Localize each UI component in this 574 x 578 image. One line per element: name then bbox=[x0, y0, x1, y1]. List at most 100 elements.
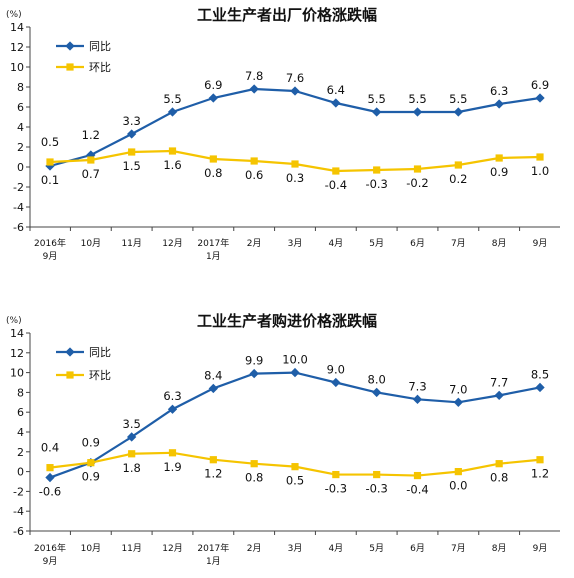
y-tick-label: -4 bbox=[13, 505, 24, 518]
y-tick-label: 4 bbox=[17, 121, 24, 134]
data-label-mom: 1.9 bbox=[163, 460, 181, 474]
legend-marker-mom bbox=[66, 371, 74, 379]
data-point-mom bbox=[332, 470, 340, 479]
data-point-mom bbox=[454, 468, 462, 476]
data-label-yoy: 9.0 bbox=[327, 363, 345, 377]
data-label-yoy: 8.5 bbox=[531, 367, 549, 381]
data-label-yoy: -0.6 bbox=[39, 485, 61, 499]
data-label-yoy: 7.3 bbox=[408, 379, 426, 393]
y-tick-label: 0 bbox=[17, 161, 24, 174]
data-label-yoy: 7.7 bbox=[490, 375, 508, 389]
data-point-mom bbox=[168, 147, 177, 155]
x-tick-label: 9月 bbox=[533, 543, 548, 554]
data-point-yoy bbox=[249, 84, 259, 94]
data-point-mom bbox=[332, 167, 340, 175]
data-label-yoy: 5.5 bbox=[163, 92, 181, 106]
x-tick-label: 8月 bbox=[492, 238, 507, 249]
y-axis-unit: (%) bbox=[6, 10, 22, 20]
data-point-mom bbox=[536, 153, 544, 161]
data-point-mom bbox=[209, 155, 217, 163]
data-point-mom bbox=[87, 156, 95, 164]
legend-label-yoy: 同比 bbox=[89, 40, 111, 53]
y-tick-label: 6 bbox=[17, 406, 24, 419]
data-label-mom: 1.8 bbox=[123, 461, 141, 475]
legend-label-yoy: 同比 bbox=[89, 346, 111, 359]
data-label-mom: -0.3 bbox=[365, 177, 387, 191]
data-label-yoy: 6.9 bbox=[204, 78, 222, 92]
data-label-mom: 0.8 bbox=[245, 471, 263, 485]
y-tick-label: 12 bbox=[10, 41, 24, 54]
y-tick-label: 14 bbox=[10, 21, 24, 34]
legend-marker-mom bbox=[66, 63, 74, 71]
data-label-mom: 0.5 bbox=[41, 135, 59, 149]
data-label-yoy: 7.0 bbox=[449, 382, 467, 396]
data-label-yoy: 6.9 bbox=[531, 78, 549, 92]
data-point-mom bbox=[373, 166, 381, 174]
data-point-yoy bbox=[331, 98, 341, 108]
data-point-mom bbox=[250, 460, 258, 468]
data-point-yoy bbox=[535, 93, 545, 103]
data-point-mom bbox=[87, 459, 95, 467]
data-point-yoy bbox=[453, 397, 464, 407]
data-label-mom: 0.4 bbox=[41, 441, 59, 455]
data-point-mom bbox=[536, 456, 544, 464]
data-point-mom bbox=[250, 157, 258, 165]
data-label-mom: 0.7 bbox=[82, 167, 100, 181]
data-label-mom: 0.0 bbox=[449, 479, 467, 493]
data-label-mom: 1.6 bbox=[163, 158, 181, 172]
x-tick-label: 7月 bbox=[451, 238, 466, 249]
x-tick-label: 5月 bbox=[369, 238, 384, 249]
x-tick-label: 12月 bbox=[162, 543, 182, 554]
x-tick-label: 2016年 9月 bbox=[34, 542, 66, 567]
y-tick-label: -2 bbox=[13, 181, 24, 194]
y-tick-label: 12 bbox=[10, 347, 24, 360]
data-label-mom: 0.2 bbox=[449, 172, 467, 186]
input-price-chart: 工业生产者购进价格涨跌幅 (%)14 12 10 8 6 4 2 0 -2 -4 -6 2016年 9月 1… bbox=[6, 312, 560, 567]
data-label-mom: 1.2 bbox=[531, 467, 549, 481]
data-label-yoy: 7.8 bbox=[245, 69, 263, 83]
data-label-yoy: 8.4 bbox=[204, 368, 222, 382]
y-tick-label: 6 bbox=[17, 101, 24, 114]
data-label-yoy: 1.2 bbox=[82, 128, 100, 142]
x-tick-label: 4月 bbox=[328, 238, 343, 249]
data-point-mom bbox=[495, 154, 503, 162]
data-point-mom bbox=[495, 460, 503, 468]
data-point-mom bbox=[291, 160, 299, 168]
data-point-yoy bbox=[453, 107, 464, 117]
x-tick-label: 2月 bbox=[247, 238, 262, 249]
data-point-yoy bbox=[371, 107, 382, 117]
data-point-yoy bbox=[412, 394, 423, 404]
x-tick-label: 2017年 1月 bbox=[197, 542, 229, 567]
legend-marker-yoy bbox=[65, 41, 75, 51]
data-point-yoy bbox=[412, 107, 423, 117]
data-label-mom: 0.8 bbox=[490, 471, 508, 485]
data-point-mom bbox=[209, 456, 217, 464]
data-label-mom: -0.2 bbox=[406, 176, 428, 190]
data-point-yoy bbox=[126, 432, 137, 442]
data-point-yoy bbox=[494, 390, 504, 401]
data-point-mom bbox=[291, 463, 299, 471]
data-label-mom: -0.4 bbox=[406, 483, 428, 497]
data-label-yoy: 0.1 bbox=[41, 173, 59, 187]
data-point-yoy bbox=[494, 99, 504, 109]
data-point-yoy bbox=[167, 107, 178, 117]
data-label-mom: 0.5 bbox=[286, 474, 304, 488]
x-tick-label: 4月 bbox=[328, 543, 343, 554]
y-tick-label: -2 bbox=[13, 485, 24, 498]
data-point-mom bbox=[128, 148, 136, 156]
data-point-mom bbox=[168, 449, 177, 457]
data-point-yoy bbox=[249, 368, 259, 379]
y-tick-label: 8 bbox=[17, 81, 24, 94]
data-label-mom: 1.2 bbox=[204, 467, 222, 481]
x-tick-label: 3月 bbox=[288, 543, 303, 554]
y-axis-unit: (%) bbox=[6, 316, 22, 326]
data-point-yoy bbox=[208, 93, 219, 103]
x-tick-label: 2016年 9月 bbox=[34, 237, 66, 262]
data-label-yoy: 8.0 bbox=[368, 372, 386, 386]
chart-title: 工业生产者出厂价格涨跌幅 bbox=[197, 6, 377, 24]
data-label-mom: 1.0 bbox=[531, 164, 549, 178]
data-point-yoy bbox=[331, 377, 341, 388]
y-tick-label: 8 bbox=[17, 386, 24, 399]
data-point-yoy bbox=[167, 404, 178, 414]
data-label-mom: 0.6 bbox=[245, 168, 263, 182]
